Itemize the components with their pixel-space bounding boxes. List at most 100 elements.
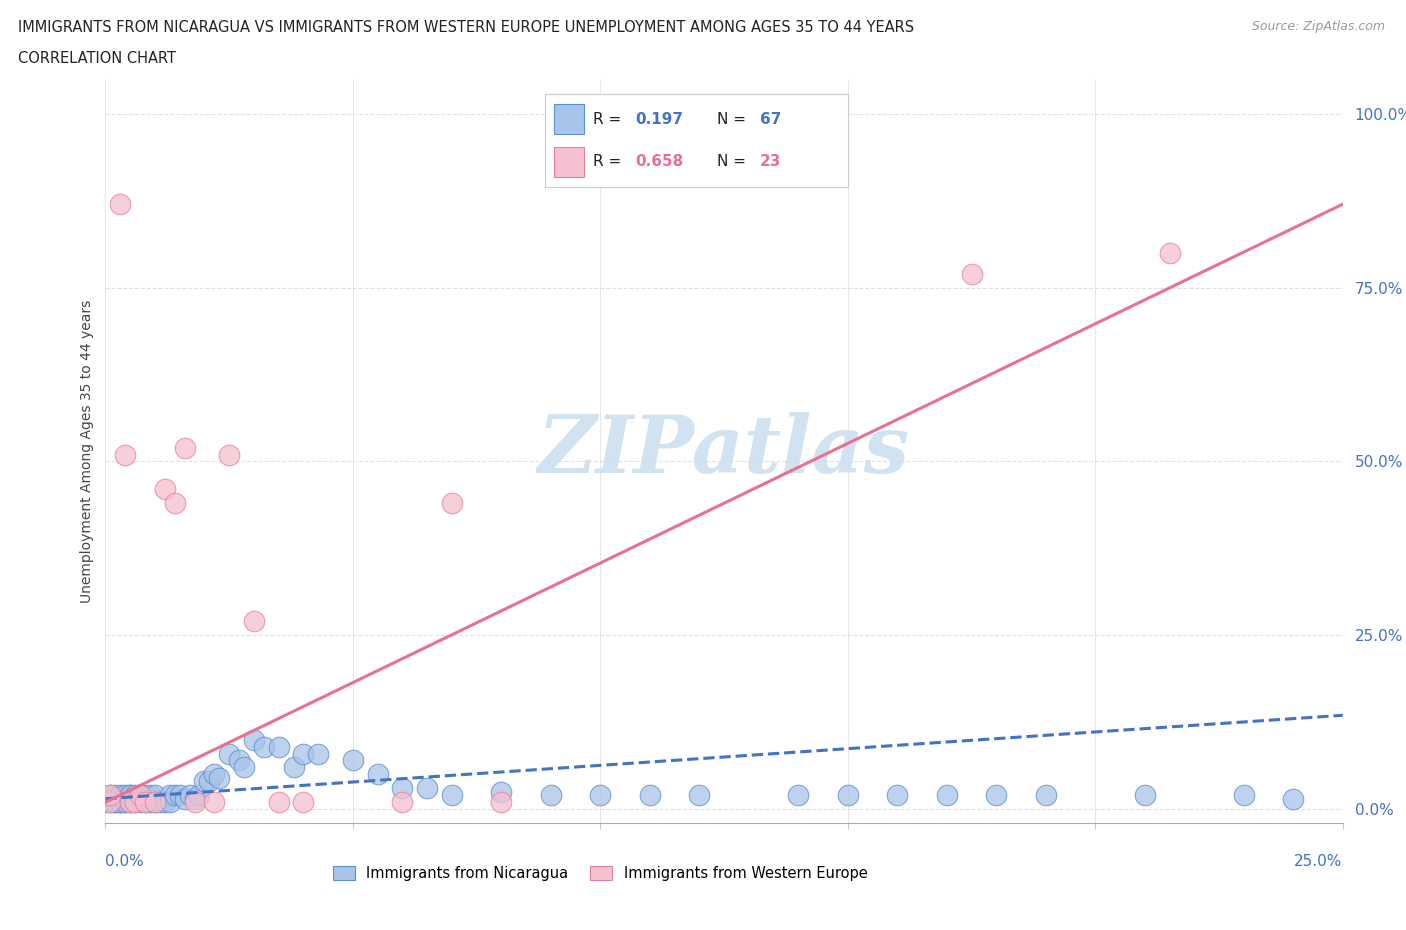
- Point: [114, 447, 136, 462]
- Point: [110, 197, 132, 212]
- Point: [173, 440, 195, 455]
- Point: [787, 788, 810, 803]
- Point: [886, 788, 908, 803]
- Point: [124, 788, 146, 803]
- Point: [491, 784, 513, 799]
- Point: [143, 795, 166, 810]
- Point: [440, 788, 463, 803]
- Point: [94, 795, 117, 810]
- Point: [149, 795, 172, 810]
- Point: [638, 788, 661, 803]
- Point: [267, 739, 290, 754]
- Point: [134, 795, 156, 810]
- Point: [292, 795, 315, 810]
- Bar: [554, 147, 583, 177]
- Point: [202, 795, 225, 810]
- Point: [153, 482, 176, 497]
- Point: [110, 795, 132, 810]
- Point: [440, 496, 463, 511]
- Point: [120, 795, 142, 810]
- Text: Source: ZipAtlas.com: Source: ZipAtlas.com: [1251, 20, 1385, 33]
- Point: [159, 788, 181, 803]
- Point: [218, 746, 240, 761]
- Point: [218, 447, 240, 462]
- Point: [193, 774, 215, 789]
- Point: [1035, 788, 1057, 803]
- Text: 67: 67: [759, 112, 782, 126]
- Point: [129, 795, 152, 810]
- Point: [163, 788, 186, 803]
- Point: [134, 795, 156, 810]
- Point: [491, 795, 513, 810]
- Point: [688, 788, 710, 803]
- Point: [342, 753, 364, 768]
- Point: [134, 788, 156, 803]
- Point: [416, 781, 439, 796]
- Point: [208, 770, 231, 785]
- Point: [986, 788, 1008, 803]
- Text: 23: 23: [759, 154, 782, 169]
- Point: [159, 795, 181, 810]
- Point: [129, 788, 152, 803]
- Point: [114, 795, 136, 810]
- Point: [391, 781, 413, 796]
- Point: [129, 788, 152, 803]
- Legend: Immigrants from Nicaragua, Immigrants from Western Europe: Immigrants from Nicaragua, Immigrants fr…: [328, 859, 873, 886]
- Point: [1159, 246, 1181, 260]
- Point: [253, 739, 276, 754]
- Point: [1133, 788, 1156, 803]
- Point: [139, 788, 162, 803]
- Point: [1233, 788, 1256, 803]
- Point: [188, 788, 211, 803]
- Text: N =: N =: [717, 154, 751, 169]
- Point: [104, 795, 127, 810]
- Text: 0.197: 0.197: [636, 112, 683, 126]
- Point: [243, 732, 266, 747]
- Point: [183, 791, 205, 806]
- Point: [120, 795, 142, 810]
- Point: [110, 788, 132, 803]
- Point: [169, 788, 191, 803]
- Point: [183, 795, 205, 810]
- Point: [228, 753, 250, 768]
- Point: [267, 795, 290, 810]
- Point: [233, 760, 256, 775]
- Point: [114, 788, 136, 803]
- Point: [153, 795, 176, 810]
- Point: [104, 788, 127, 803]
- Point: [120, 788, 142, 803]
- Point: [163, 496, 186, 511]
- Text: N =: N =: [717, 112, 751, 126]
- Point: [100, 795, 122, 810]
- Point: [198, 774, 221, 789]
- Point: [292, 746, 315, 761]
- Point: [1282, 791, 1305, 806]
- Point: [307, 746, 329, 761]
- Point: [935, 788, 957, 803]
- Point: [100, 788, 122, 803]
- Text: R =: R =: [593, 154, 626, 169]
- Point: [100, 795, 122, 810]
- Point: [367, 767, 389, 782]
- Point: [837, 788, 859, 803]
- Point: [100, 788, 122, 803]
- Point: [589, 788, 612, 803]
- Point: [173, 791, 195, 806]
- Point: [960, 266, 983, 281]
- Point: [114, 795, 136, 810]
- Text: ZIPatlas: ZIPatlas: [538, 412, 910, 490]
- Text: IMMIGRANTS FROM NICARAGUA VS IMMIGRANTS FROM WESTERN EUROPE UNEMPLOYMENT AMONG A: IMMIGRANTS FROM NICARAGUA VS IMMIGRANTS …: [18, 20, 914, 35]
- Bar: [554, 104, 583, 134]
- Point: [124, 795, 146, 810]
- Point: [110, 795, 132, 810]
- Point: [120, 788, 142, 803]
- Point: [540, 788, 562, 803]
- Point: [391, 795, 413, 810]
- Text: 0.0%: 0.0%: [105, 854, 145, 869]
- Point: [139, 795, 162, 810]
- Y-axis label: Unemployment Among Ages 35 to 44 years: Unemployment Among Ages 35 to 44 years: [80, 299, 94, 603]
- Point: [283, 760, 305, 775]
- Point: [243, 614, 266, 629]
- Text: 25.0%: 25.0%: [1295, 854, 1343, 869]
- Point: [202, 767, 225, 782]
